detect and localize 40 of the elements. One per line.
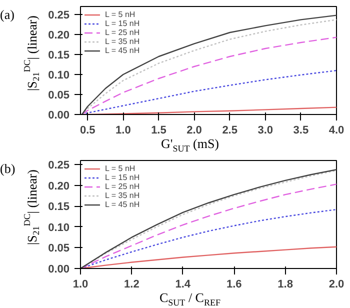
y-tick-label: 0.00 <box>48 110 70 122</box>
y-tick-label: 0.05 <box>48 90 70 102</box>
legend-label: L = 35 nH <box>105 37 140 46</box>
x-tick-label: 1.0 <box>116 124 131 136</box>
y-tick-label: 0.10 <box>48 222 70 234</box>
legend-label: L = 15 nH <box>105 173 140 182</box>
text: (b) <box>0 160 16 178</box>
y-tick-label: 0.25 <box>48 10 70 22</box>
x-tick-label: 0.5 <box>80 124 96 136</box>
x-tick-label: 1.2 <box>124 278 140 290</box>
y-tick-label: 0.20 <box>48 180 70 192</box>
x-tick-label: 3.5 <box>293 124 309 136</box>
x-tick-label: 1.4 <box>175 278 192 290</box>
x-tick-label: 2.0 <box>328 278 344 290</box>
x-axis-title: C$_{SUT}$ / C$_{REF}$ <box>158 290 222 308</box>
y-tick-label: 0.05 <box>48 242 70 255</box>
y-tick-label: 0.10 <box>48 70 70 82</box>
y-tick-label: 0.15 <box>48 50 70 62</box>
y-tick-label: 0.20 <box>48 30 70 42</box>
x-tick-label: 2.0 <box>186 124 202 136</box>
legend-label: L = 5 nH <box>105 10 136 19</box>
legend-label: L = 45 nH <box>105 200 140 209</box>
x-tick-label: 4.0 <box>328 124 344 136</box>
x-tick-label: 2.5 <box>222 124 238 136</box>
legend-label: L = 25 nH <box>105 182 140 191</box>
x-tick-label: 3.0 <box>258 124 274 136</box>
x-tick-label: 1.0 <box>72 278 88 290</box>
y-tick-label: 0.15 <box>48 201 70 214</box>
x-tick-label: 1.6 <box>226 278 242 290</box>
legend-label: L = 45 nH <box>105 46 140 55</box>
text: (a) <box>0 6 14 24</box>
legend-label: L = 5 nH <box>105 164 136 173</box>
y-tick-label: 0.25 <box>48 160 70 172</box>
y-tick-label: 0.00 <box>48 264 70 276</box>
x-axis-title: G'$_{SUT}$ (mS) <box>160 136 220 156</box>
legend-label: L = 35 nH <box>105 191 140 200</box>
legend-label: L = 15 nH <box>105 19 140 28</box>
x-tick-label: 1.8 <box>278 278 293 290</box>
x-tick-label: 1.5 <box>151 124 166 136</box>
legend-label: L = 25 nH <box>105 28 140 37</box>
